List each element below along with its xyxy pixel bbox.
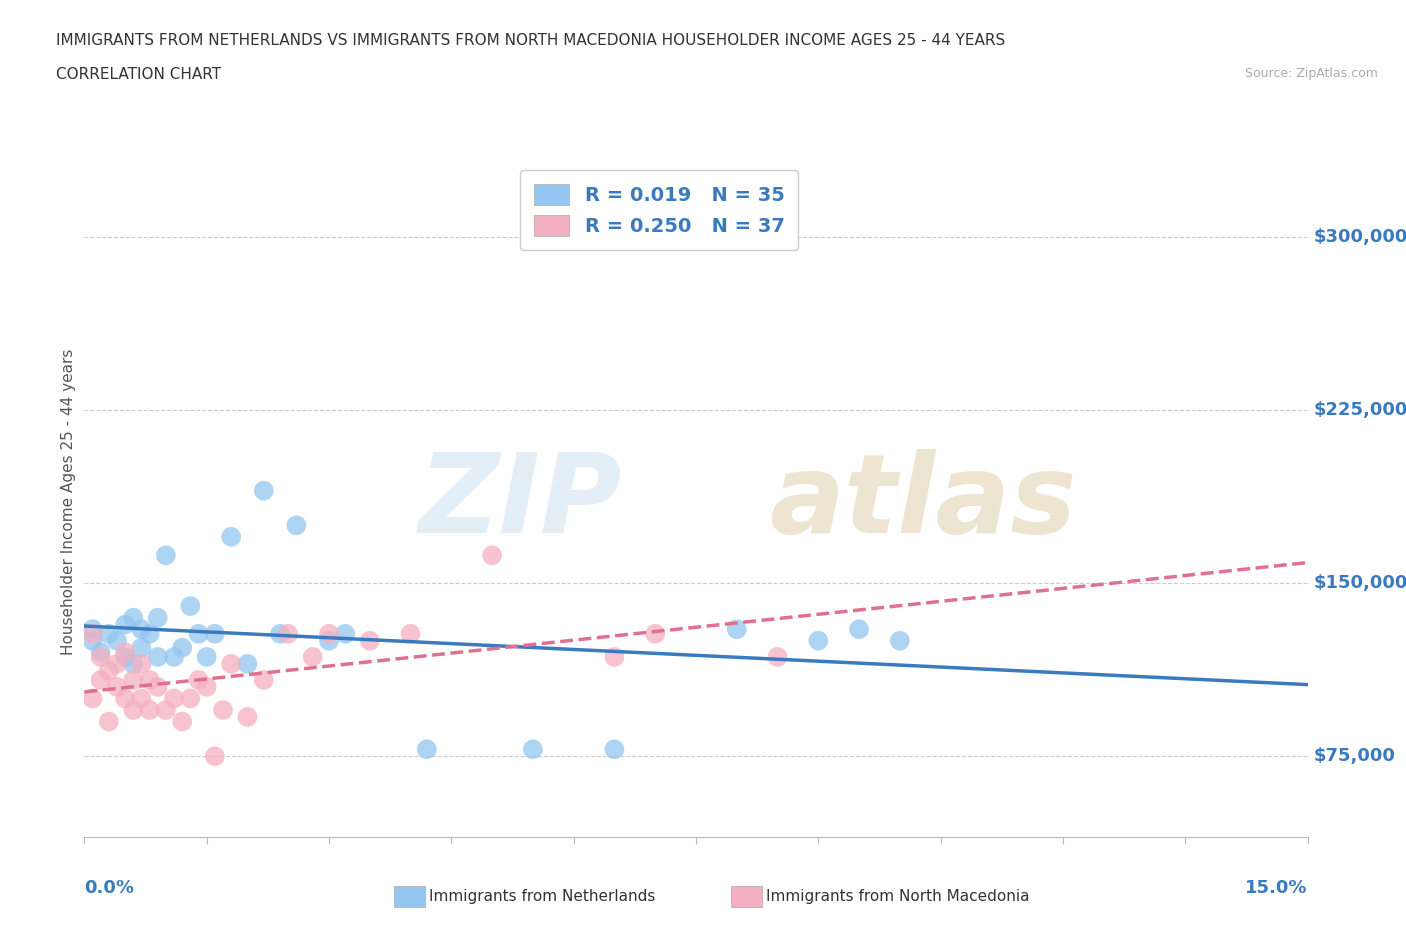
Point <box>318 633 340 648</box>
Point <box>131 622 153 637</box>
Point <box>187 672 209 687</box>
Point <box>82 633 104 648</box>
Point <box>195 649 218 664</box>
Point <box>522 742 544 757</box>
Point <box>90 649 112 664</box>
Point <box>335 627 357 642</box>
Text: 15.0%: 15.0% <box>1246 879 1308 897</box>
Point <box>105 680 128 695</box>
Point <box>146 649 169 664</box>
Text: 0.0%: 0.0% <box>84 879 135 897</box>
Text: atlas: atlas <box>769 448 1077 556</box>
Point <box>114 649 136 664</box>
Point <box>277 627 299 642</box>
Text: IMMIGRANTS FROM NETHERLANDS VS IMMIGRANTS FROM NORTH MACEDONIA HOUSEHOLDER INCOM: IMMIGRANTS FROM NETHERLANDS VS IMMIGRANT… <box>56 33 1005 47</box>
Point <box>236 657 259 671</box>
Point <box>155 702 177 717</box>
Text: Source: ZipAtlas.com: Source: ZipAtlas.com <box>1244 67 1378 80</box>
Point <box>82 622 104 637</box>
Point <box>114 644 136 659</box>
Text: Immigrants from North Macedonia: Immigrants from North Macedonia <box>766 889 1029 904</box>
Point <box>359 633 381 648</box>
Legend: R = 0.019   N = 35, R = 0.250   N = 37: R = 0.019 N = 35, R = 0.250 N = 37 <box>520 170 799 250</box>
Point <box>236 710 259 724</box>
Point <box>187 627 209 642</box>
Point <box>269 627 291 642</box>
Point <box>163 649 186 664</box>
Text: CORRELATION CHART: CORRELATION CHART <box>56 67 221 82</box>
Point <box>172 640 194 655</box>
Point <box>131 657 153 671</box>
Point <box>848 622 870 637</box>
Point <box>219 529 242 544</box>
Point <box>807 633 830 648</box>
Point <box>138 702 160 717</box>
Point <box>204 627 226 642</box>
Point <box>253 672 276 687</box>
Text: $225,000: $225,000 <box>1313 401 1406 418</box>
Point <box>131 640 153 655</box>
Point <box>219 657 242 671</box>
Point <box>82 627 104 642</box>
Point <box>97 714 120 729</box>
Point <box>146 610 169 625</box>
Point <box>301 649 323 664</box>
Point <box>114 618 136 632</box>
Point <box>122 702 145 717</box>
Text: $300,000: $300,000 <box>1313 228 1406 246</box>
Point <box>97 627 120 642</box>
Point <box>889 633 911 648</box>
Point <box>318 627 340 642</box>
Point <box>122 610 145 625</box>
Point <box>138 627 160 642</box>
Point <box>179 599 201 614</box>
Point <box>195 680 218 695</box>
Y-axis label: Householder Income Ages 25 - 44 years: Householder Income Ages 25 - 44 years <box>60 349 76 656</box>
Point <box>105 657 128 671</box>
Point <box>603 649 626 664</box>
Point <box>644 627 666 642</box>
Point <box>90 672 112 687</box>
Point <box>285 518 308 533</box>
Point <box>399 627 422 642</box>
Point <box>253 484 276 498</box>
Point <box>204 749 226 764</box>
Point <box>155 548 177 563</box>
Point <box>122 657 145 671</box>
Point <box>163 691 186 706</box>
Point <box>131 691 153 706</box>
Point <box>212 702 235 717</box>
Point <box>82 691 104 706</box>
Point <box>90 644 112 659</box>
Point <box>114 691 136 706</box>
Text: $150,000: $150,000 <box>1313 574 1406 592</box>
Point <box>138 672 160 687</box>
Point <box>179 691 201 706</box>
Point <box>105 633 128 648</box>
Point <box>172 714 194 729</box>
Point <box>481 548 503 563</box>
Point <box>725 622 748 637</box>
Text: $75,000: $75,000 <box>1313 747 1396 765</box>
Text: Immigrants from Netherlands: Immigrants from Netherlands <box>429 889 655 904</box>
Point <box>603 742 626 757</box>
Point <box>146 680 169 695</box>
Point <box>97 663 120 678</box>
Point <box>416 742 439 757</box>
Point <box>766 649 789 664</box>
Text: ZIP: ZIP <box>419 448 623 556</box>
Point <box>122 672 145 687</box>
